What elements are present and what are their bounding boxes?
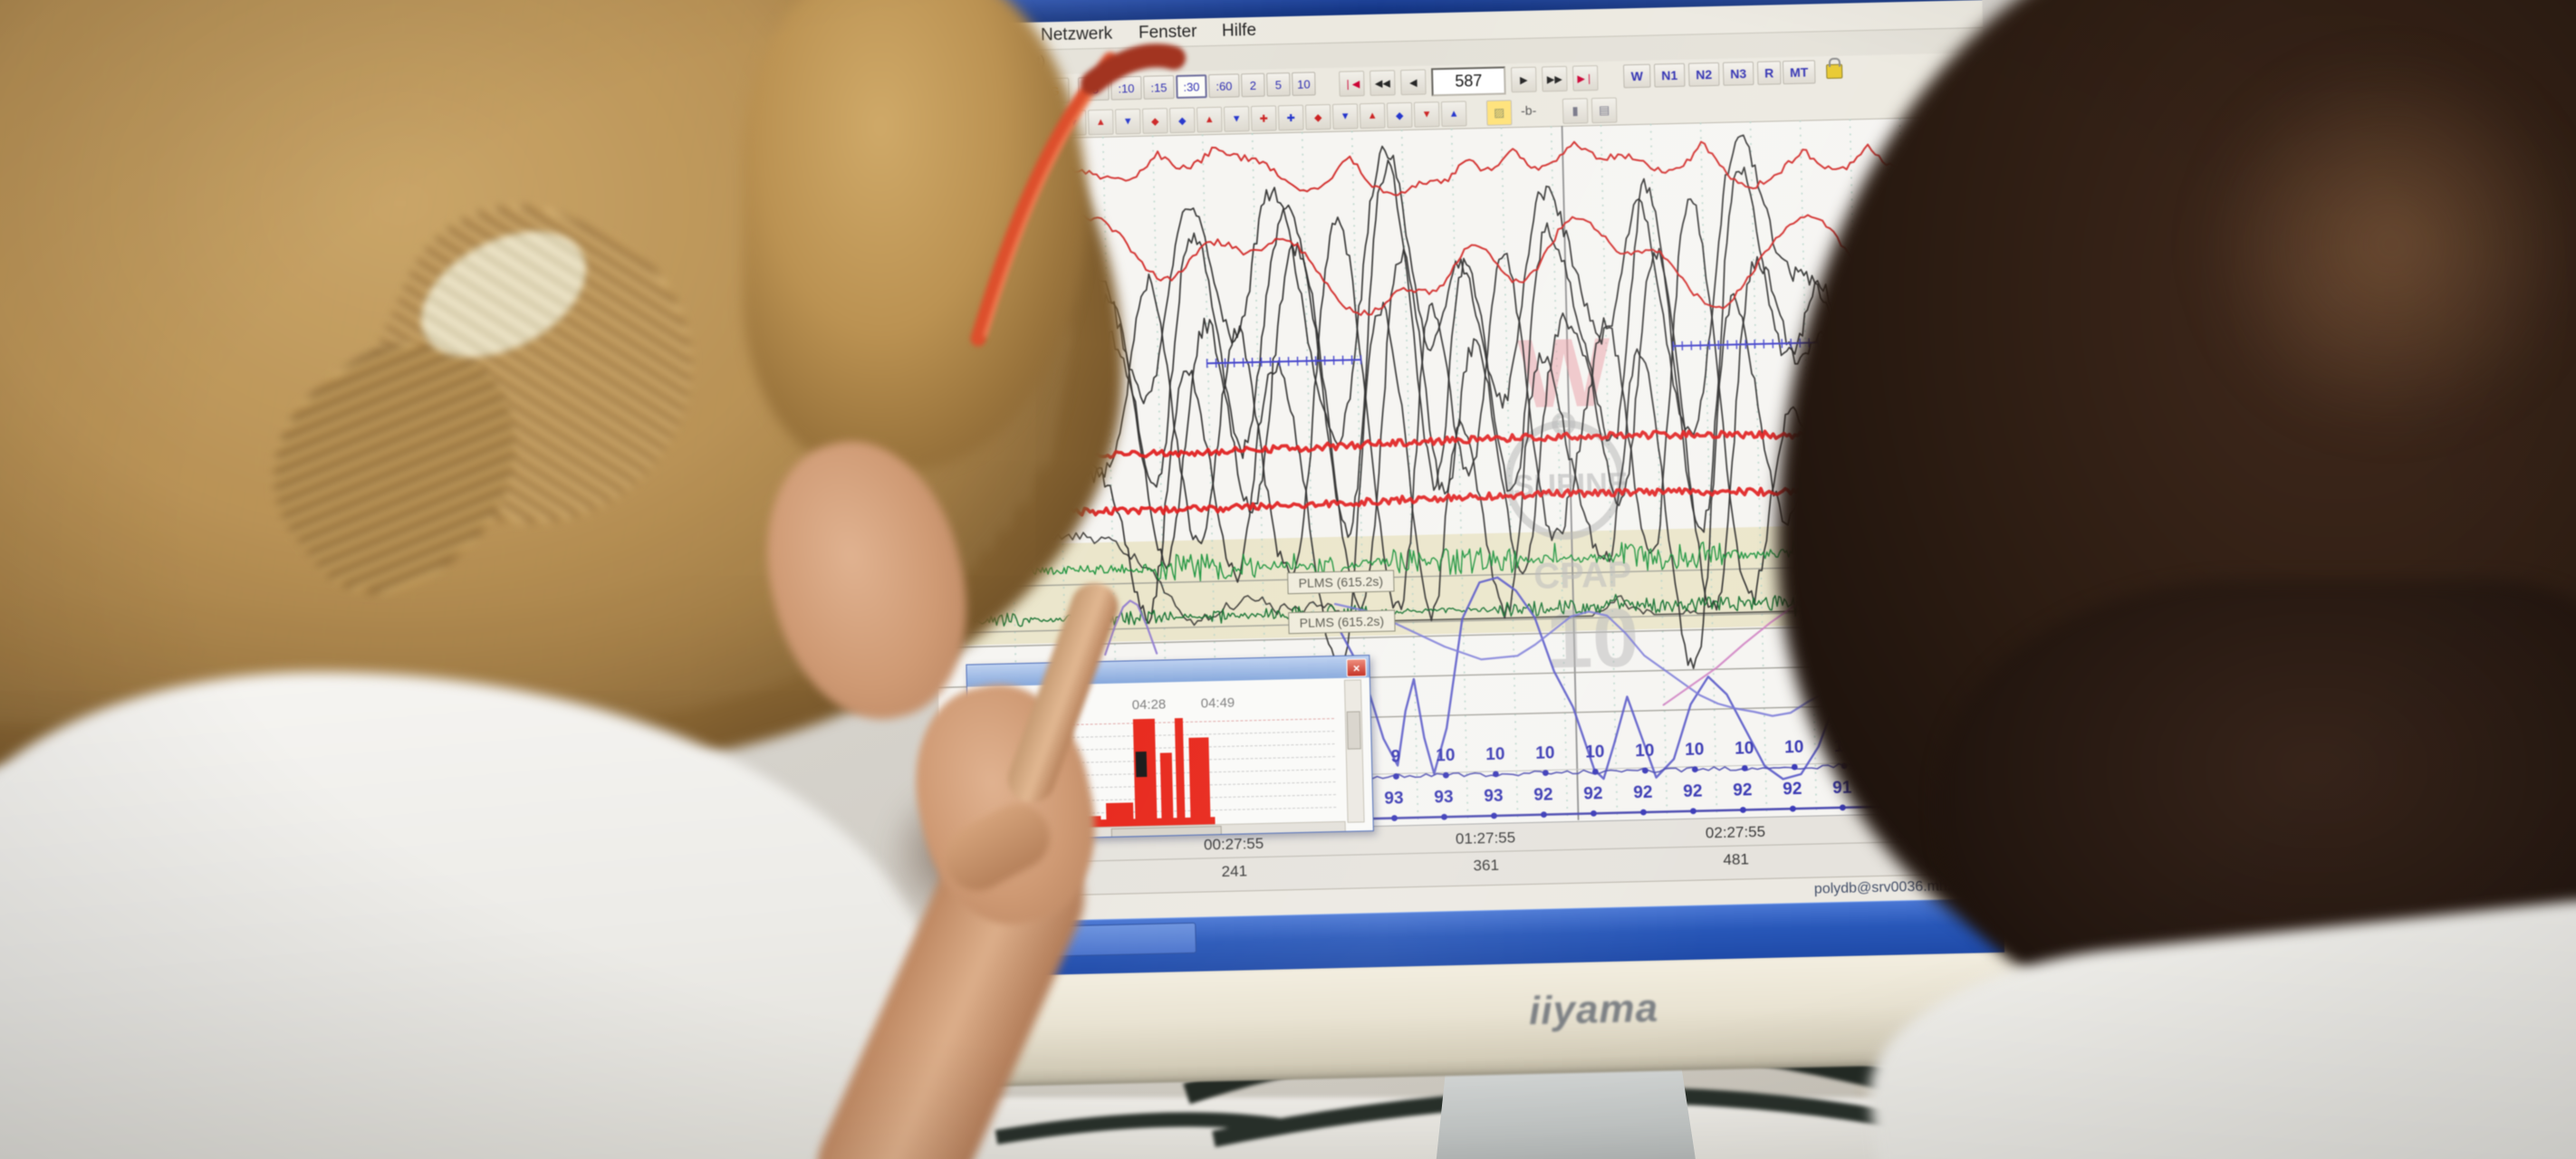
- scrollbar-thumb[interactable]: [1346, 711, 1361, 750]
- histogram-black-marker: [1135, 751, 1148, 778]
- popup-time-label: 04:28: [1131, 696, 1167, 714]
- spo2-value: 93: [1484, 786, 1504, 807]
- cpap-value: 9: [1390, 747, 1401, 767]
- glasses: [970, 43, 1186, 347]
- spo2-value: 93: [1384, 789, 1404, 809]
- spo2-value: 92: [1533, 785, 1553, 805]
- timeline-time: 02:27:55: [1705, 822, 1766, 842]
- spo2-value: 93: [1434, 788, 1454, 808]
- spo2-value: 92: [1633, 782, 1653, 803]
- cpap-value: 10: [1436, 745, 1456, 766]
- histogram-bar: [1159, 752, 1174, 826]
- histogram-bar: [1188, 737, 1211, 825]
- person-left-head-curve: [743, 0, 1087, 471]
- cpap-value: 10: [1535, 743, 1555, 763]
- event-label-plms: PLMS (615.2s): [1288, 609, 1396, 635]
- cpap-value: 10: [1734, 739, 1754, 759]
- spo2-value: 92: [1583, 784, 1603, 804]
- cpap-value: 10: [1684, 740, 1705, 760]
- cpap-value: 10: [1585, 742, 1605, 762]
- glasses-hinge: [1081, 43, 1186, 95]
- person-right-hair-highlight: [2201, 54, 2576, 435]
- close-icon[interactable]: ×: [1346, 658, 1367, 677]
- cpap-value: 10: [1485, 744, 1505, 765]
- popup-vertical-scrollbar[interactable]: [1343, 679, 1365, 823]
- glasses-temple-highlight: [983, 68, 1111, 338]
- spo2-value: 92: [1683, 781, 1703, 802]
- monitor-stand: [1432, 1068, 1697, 1159]
- monitor-brand-logo: iiyama: [1528, 985, 1659, 1034]
- cpap-value: 10: [1635, 741, 1655, 761]
- spo2-value: 92: [1733, 781, 1753, 800]
- popup-time-label: 04:49: [1200, 694, 1235, 712]
- spo2-value: 92: [1783, 779, 1802, 800]
- timeline-epoch: 481: [1723, 850, 1750, 868]
- cpap-value: 10: [1783, 737, 1804, 758]
- timeline-time: 01:27:55: [1455, 829, 1516, 848]
- event-label-plms: PLMS (615.2s): [1287, 570, 1395, 595]
- timeline-epoch: 241: [1221, 862, 1248, 881]
- glasses-temple: [970, 52, 1119, 347]
- timeline-time: 00:27:55: [1203, 834, 1264, 854]
- timeline-epoch: 361: [1473, 856, 1500, 875]
